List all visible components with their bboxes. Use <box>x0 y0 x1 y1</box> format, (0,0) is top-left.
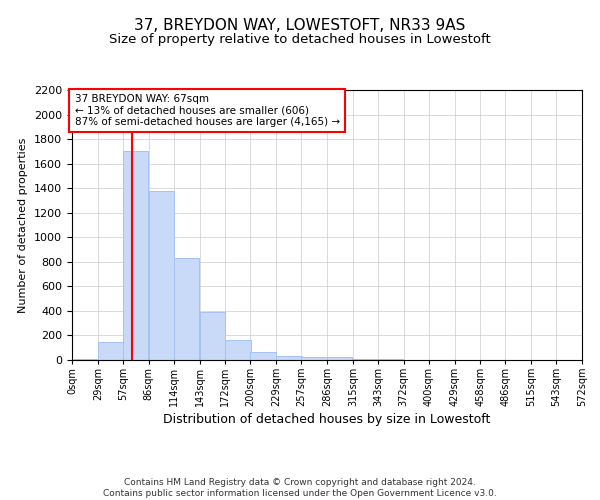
Bar <box>250 352 276 360</box>
Bar <box>173 258 199 360</box>
Text: Size of property relative to detached houses in Lowestoft: Size of property relative to detached ho… <box>109 32 491 46</box>
Bar <box>123 152 148 360</box>
Bar <box>301 357 326 360</box>
Bar <box>199 312 225 360</box>
Y-axis label: Number of detached properties: Number of detached properties <box>19 138 28 312</box>
Text: 37, BREYDON WAY, LOWESTOFT, NR33 9AS: 37, BREYDON WAY, LOWESTOFT, NR33 9AS <box>134 18 466 32</box>
Bar <box>98 342 123 360</box>
Text: Contains HM Land Registry data © Crown copyright and database right 2024.
Contai: Contains HM Land Registry data © Crown c… <box>103 478 497 498</box>
Bar <box>276 356 302 360</box>
X-axis label: Distribution of detached houses by size in Lowestoft: Distribution of detached houses by size … <box>163 414 491 426</box>
Bar <box>226 340 251 360</box>
Bar <box>327 357 352 360</box>
Bar <box>149 190 174 360</box>
Text: 37 BREYDON WAY: 67sqm
← 13% of detached houses are smaller (606)
87% of semi-det: 37 BREYDON WAY: 67sqm ← 13% of detached … <box>74 94 340 127</box>
Bar <box>72 359 97 360</box>
